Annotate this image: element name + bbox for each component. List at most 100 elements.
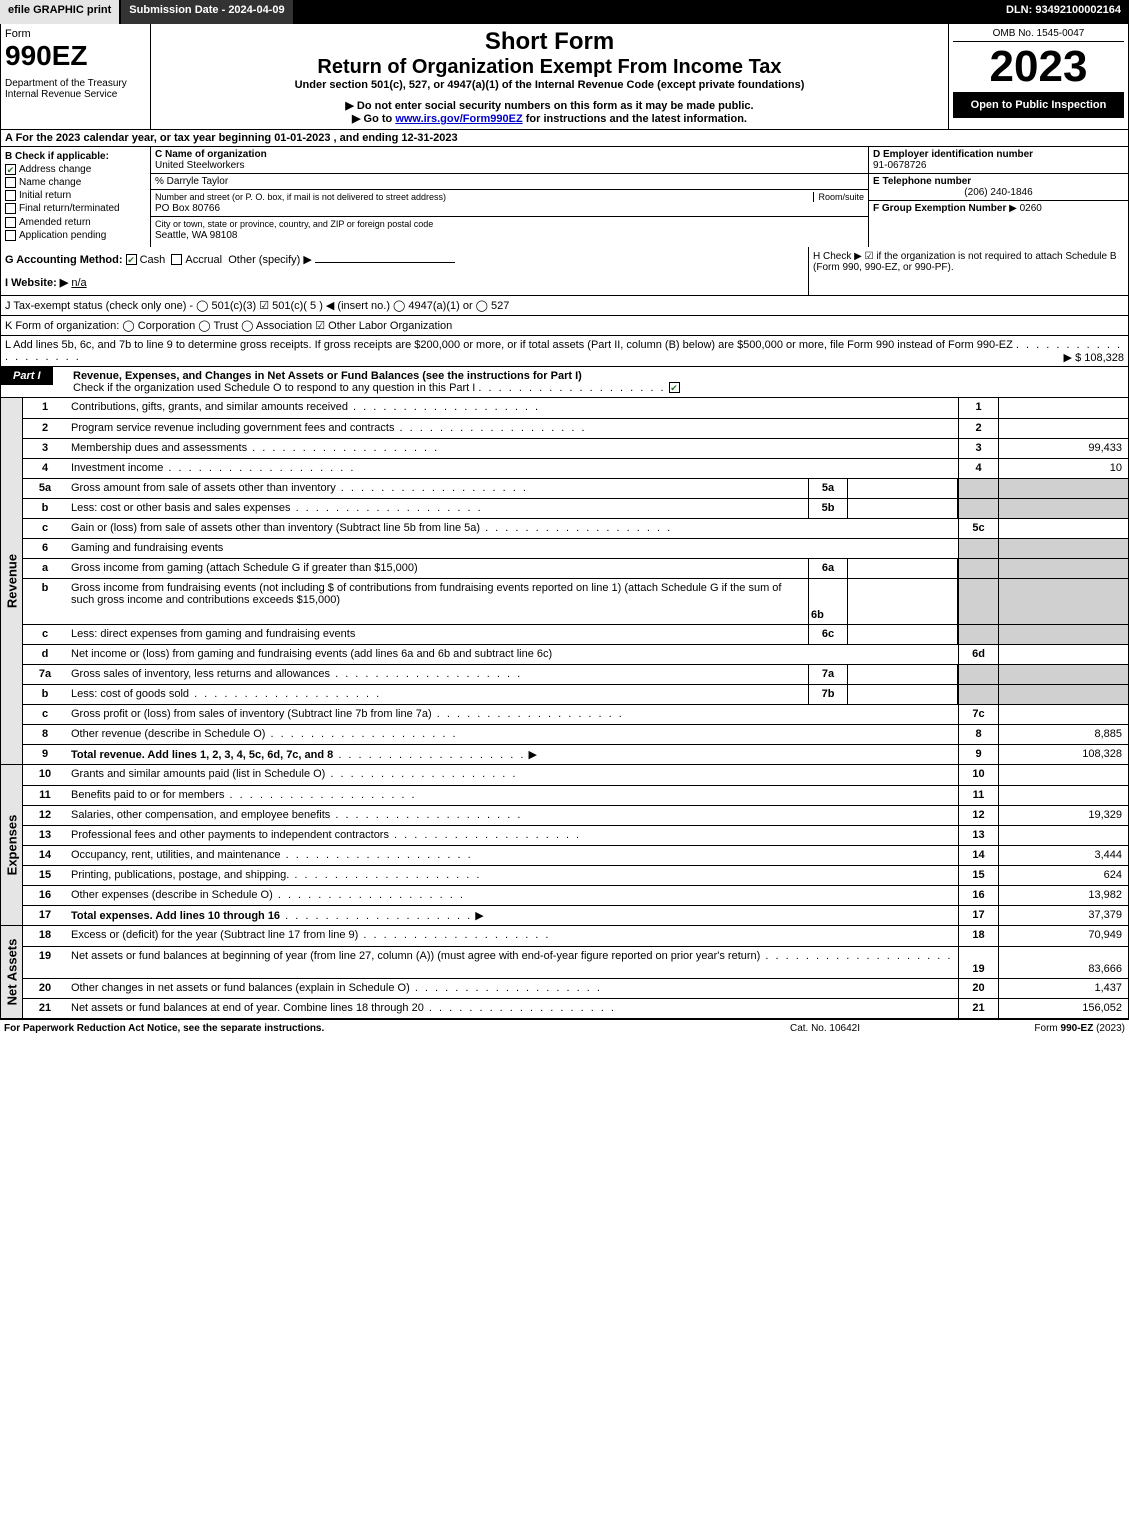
ln-12-no: 12 bbox=[23, 806, 67, 825]
ln-5b-no: b bbox=[23, 499, 67, 518]
cb-final-return[interactable]: Final return/terminated bbox=[5, 203, 146, 214]
ln-6a-no: a bbox=[23, 559, 67, 578]
page-footer: For Paperwork Reduction Act Notice, see … bbox=[0, 1019, 1129, 1037]
ein-label: D Employer identification number bbox=[873, 149, 1033, 160]
c-street-block: Number and street (or P. O. box, if mail… bbox=[151, 190, 868, 217]
ln-19-no: 19 bbox=[23, 947, 67, 978]
ln-3-desc: Membership dues and assessments bbox=[67, 439, 958, 458]
g-cash: Cash bbox=[140, 254, 166, 266]
part1-title: Revenue, Expenses, and Changes in Net As… bbox=[73, 370, 582, 382]
ln-6d-val bbox=[998, 645, 1128, 664]
ln-7b-m: 7b bbox=[808, 685, 848, 704]
revenue-rows: 1Contributions, gifts, grants, and simil… bbox=[23, 398, 1128, 764]
irs-link[interactable]: www.irs.gov/Form990EZ bbox=[395, 113, 522, 125]
c-room-label: Room/suite bbox=[813, 192, 864, 202]
l-text: L Add lines 5b, 6c, and 7b to line 9 to … bbox=[5, 339, 1013, 351]
ln-5b-mv bbox=[848, 499, 958, 518]
ln-5c-no: c bbox=[23, 519, 67, 538]
ln-1-r: 1 bbox=[958, 398, 998, 418]
ln-7a-desc: Gross sales of inventory, less returns a… bbox=[67, 665, 808, 684]
ln-6-no: 6 bbox=[23, 539, 67, 558]
ln-13-val bbox=[998, 826, 1128, 845]
cb-cash[interactable] bbox=[126, 254, 137, 265]
dept-label: Department of the Treasury bbox=[5, 78, 146, 89]
ln-6a-mv bbox=[848, 559, 958, 578]
ln-15-desc: Printing, publications, postage, and shi… bbox=[67, 866, 958, 885]
ln-21-val: 156,052 bbox=[998, 999, 1128, 1018]
form-word: Form bbox=[5, 28, 146, 40]
ln-6a-m: 6a bbox=[808, 559, 848, 578]
ln-10-no: 10 bbox=[23, 765, 67, 785]
irs-label: Internal Revenue Service bbox=[5, 89, 146, 100]
footer-catno: Cat. No. 10642I bbox=[725, 1023, 925, 1034]
tel-label: E Telephone number bbox=[873, 176, 971, 187]
ln-6c-desc: Less: direct expenses from gaming and fu… bbox=[67, 625, 808, 644]
ln-6-vs bbox=[998, 539, 1128, 558]
open-inspection-box: Open to Public Inspection bbox=[953, 92, 1124, 118]
cb-name-change[interactable]: Name change bbox=[5, 177, 146, 188]
ln-11-desc: Benefits paid to or for members bbox=[67, 786, 958, 805]
ln-19-r: 19 bbox=[958, 947, 998, 978]
ln-12-desc: Salaries, other compensation, and employ… bbox=[67, 806, 958, 825]
ln-13-desc: Professional fees and other payments to … bbox=[67, 826, 958, 845]
ln-15-no: 15 bbox=[23, 866, 67, 885]
under-section: Under section 501(c), 527, or 4947(a)(1)… bbox=[155, 79, 944, 91]
ln-18-no: 18 bbox=[23, 926, 67, 946]
ln-17-desc: Total expenses. Add lines 10 through 16 … bbox=[67, 906, 958, 925]
ln-7a-m: 7a bbox=[808, 665, 848, 684]
part1-check[interactable] bbox=[669, 382, 680, 393]
goto-post: for instructions and the latest informat… bbox=[523, 113, 747, 125]
ln-7b-desc: Less: cost of goods sold bbox=[67, 685, 808, 704]
ln-2-no: 2 bbox=[23, 419, 67, 438]
ln-1-desc: Contributions, gifts, grants, and simila… bbox=[67, 398, 958, 418]
section-b: B Check if applicable: Address change Na… bbox=[1, 147, 151, 247]
ln-5b-m: 5b bbox=[808, 499, 848, 518]
ln-19-val: 83,666 bbox=[998, 947, 1128, 978]
ln-3-r: 3 bbox=[958, 439, 998, 458]
ln-7b-mv bbox=[848, 685, 958, 704]
header-center: Short Form Return of Organization Exempt… bbox=[151, 24, 948, 129]
c-name-label: C Name of organization bbox=[155, 149, 267, 160]
ln-15-val: 624 bbox=[998, 866, 1128, 885]
ln-10-r: 10 bbox=[958, 765, 998, 785]
i-label: I Website: ▶ bbox=[5, 277, 68, 289]
ln-5a-vs bbox=[998, 479, 1128, 498]
ln-21-no: 21 bbox=[23, 999, 67, 1018]
ln-4-val: 10 bbox=[998, 459, 1128, 478]
ln-6b-desc: Gross income from fundraising events (no… bbox=[67, 579, 808, 624]
c-care-of: % Darryle Taylor bbox=[151, 174, 868, 190]
ln-5b-vs bbox=[998, 499, 1128, 518]
cb-address-change[interactable]: Address change bbox=[5, 164, 146, 175]
ln-9-r: 9 bbox=[958, 745, 998, 764]
submission-date-button[interactable]: Submission Date - 2024-04-09 bbox=[121, 0, 294, 24]
cb-accrual[interactable] bbox=[171, 254, 182, 265]
street-address: PO Box 80766 bbox=[155, 203, 220, 214]
ln-20-r: 20 bbox=[958, 979, 998, 998]
ln-1-val bbox=[998, 398, 1128, 418]
c-name-block: C Name of organization United Steelworke… bbox=[151, 147, 868, 174]
ln-8-desc: Other revenue (describe in Schedule O) bbox=[67, 725, 958, 744]
ln-6a-rs bbox=[958, 559, 998, 578]
ln-6d-desc: Net income or (loss) from gaming and fun… bbox=[67, 645, 958, 664]
l-amount: ▶ $ 108,328 bbox=[1064, 351, 1124, 364]
ln-3-val: 99,433 bbox=[998, 439, 1128, 458]
ln-18-desc: Excess or (deficit) for the year (Subtra… bbox=[67, 926, 958, 946]
ln-6b-vs bbox=[998, 579, 1128, 624]
ln-11-r: 11 bbox=[958, 786, 998, 805]
g-label: G Accounting Method: bbox=[5, 254, 123, 266]
ein-value: 91-0678726 bbox=[873, 160, 926, 171]
netassets-rows: 18Excess or (deficit) for the year (Subt… bbox=[23, 926, 1128, 1018]
ln-16-r: 16 bbox=[958, 886, 998, 905]
f-group-block: F Group Exemption Number ▶ 0260 bbox=[869, 201, 1128, 216]
part1-header-row: Part I Revenue, Expenses, and Changes in… bbox=[0, 367, 1129, 398]
cb-initial-return[interactable]: Initial return bbox=[5, 190, 146, 201]
section-l: L Add lines 5b, 6c, and 7b to line 9 to … bbox=[0, 336, 1129, 367]
cb-application-pending[interactable]: Application pending bbox=[5, 230, 146, 241]
cb-amended-return[interactable]: Amended return bbox=[5, 217, 146, 228]
section-h: H Check ▶ ☑ if the organization is not r… bbox=[808, 247, 1128, 295]
expenses-section: Expenses 10Grants and similar amounts pa… bbox=[0, 765, 1129, 926]
ln-3-no: 3 bbox=[23, 439, 67, 458]
efile-print-button[interactable]: efile GRAPHIC print bbox=[0, 0, 121, 24]
section-d-f: D Employer identification number 91-0678… bbox=[868, 147, 1128, 247]
no-ssn-note: ▶ Do not enter social security numbers o… bbox=[155, 99, 944, 112]
